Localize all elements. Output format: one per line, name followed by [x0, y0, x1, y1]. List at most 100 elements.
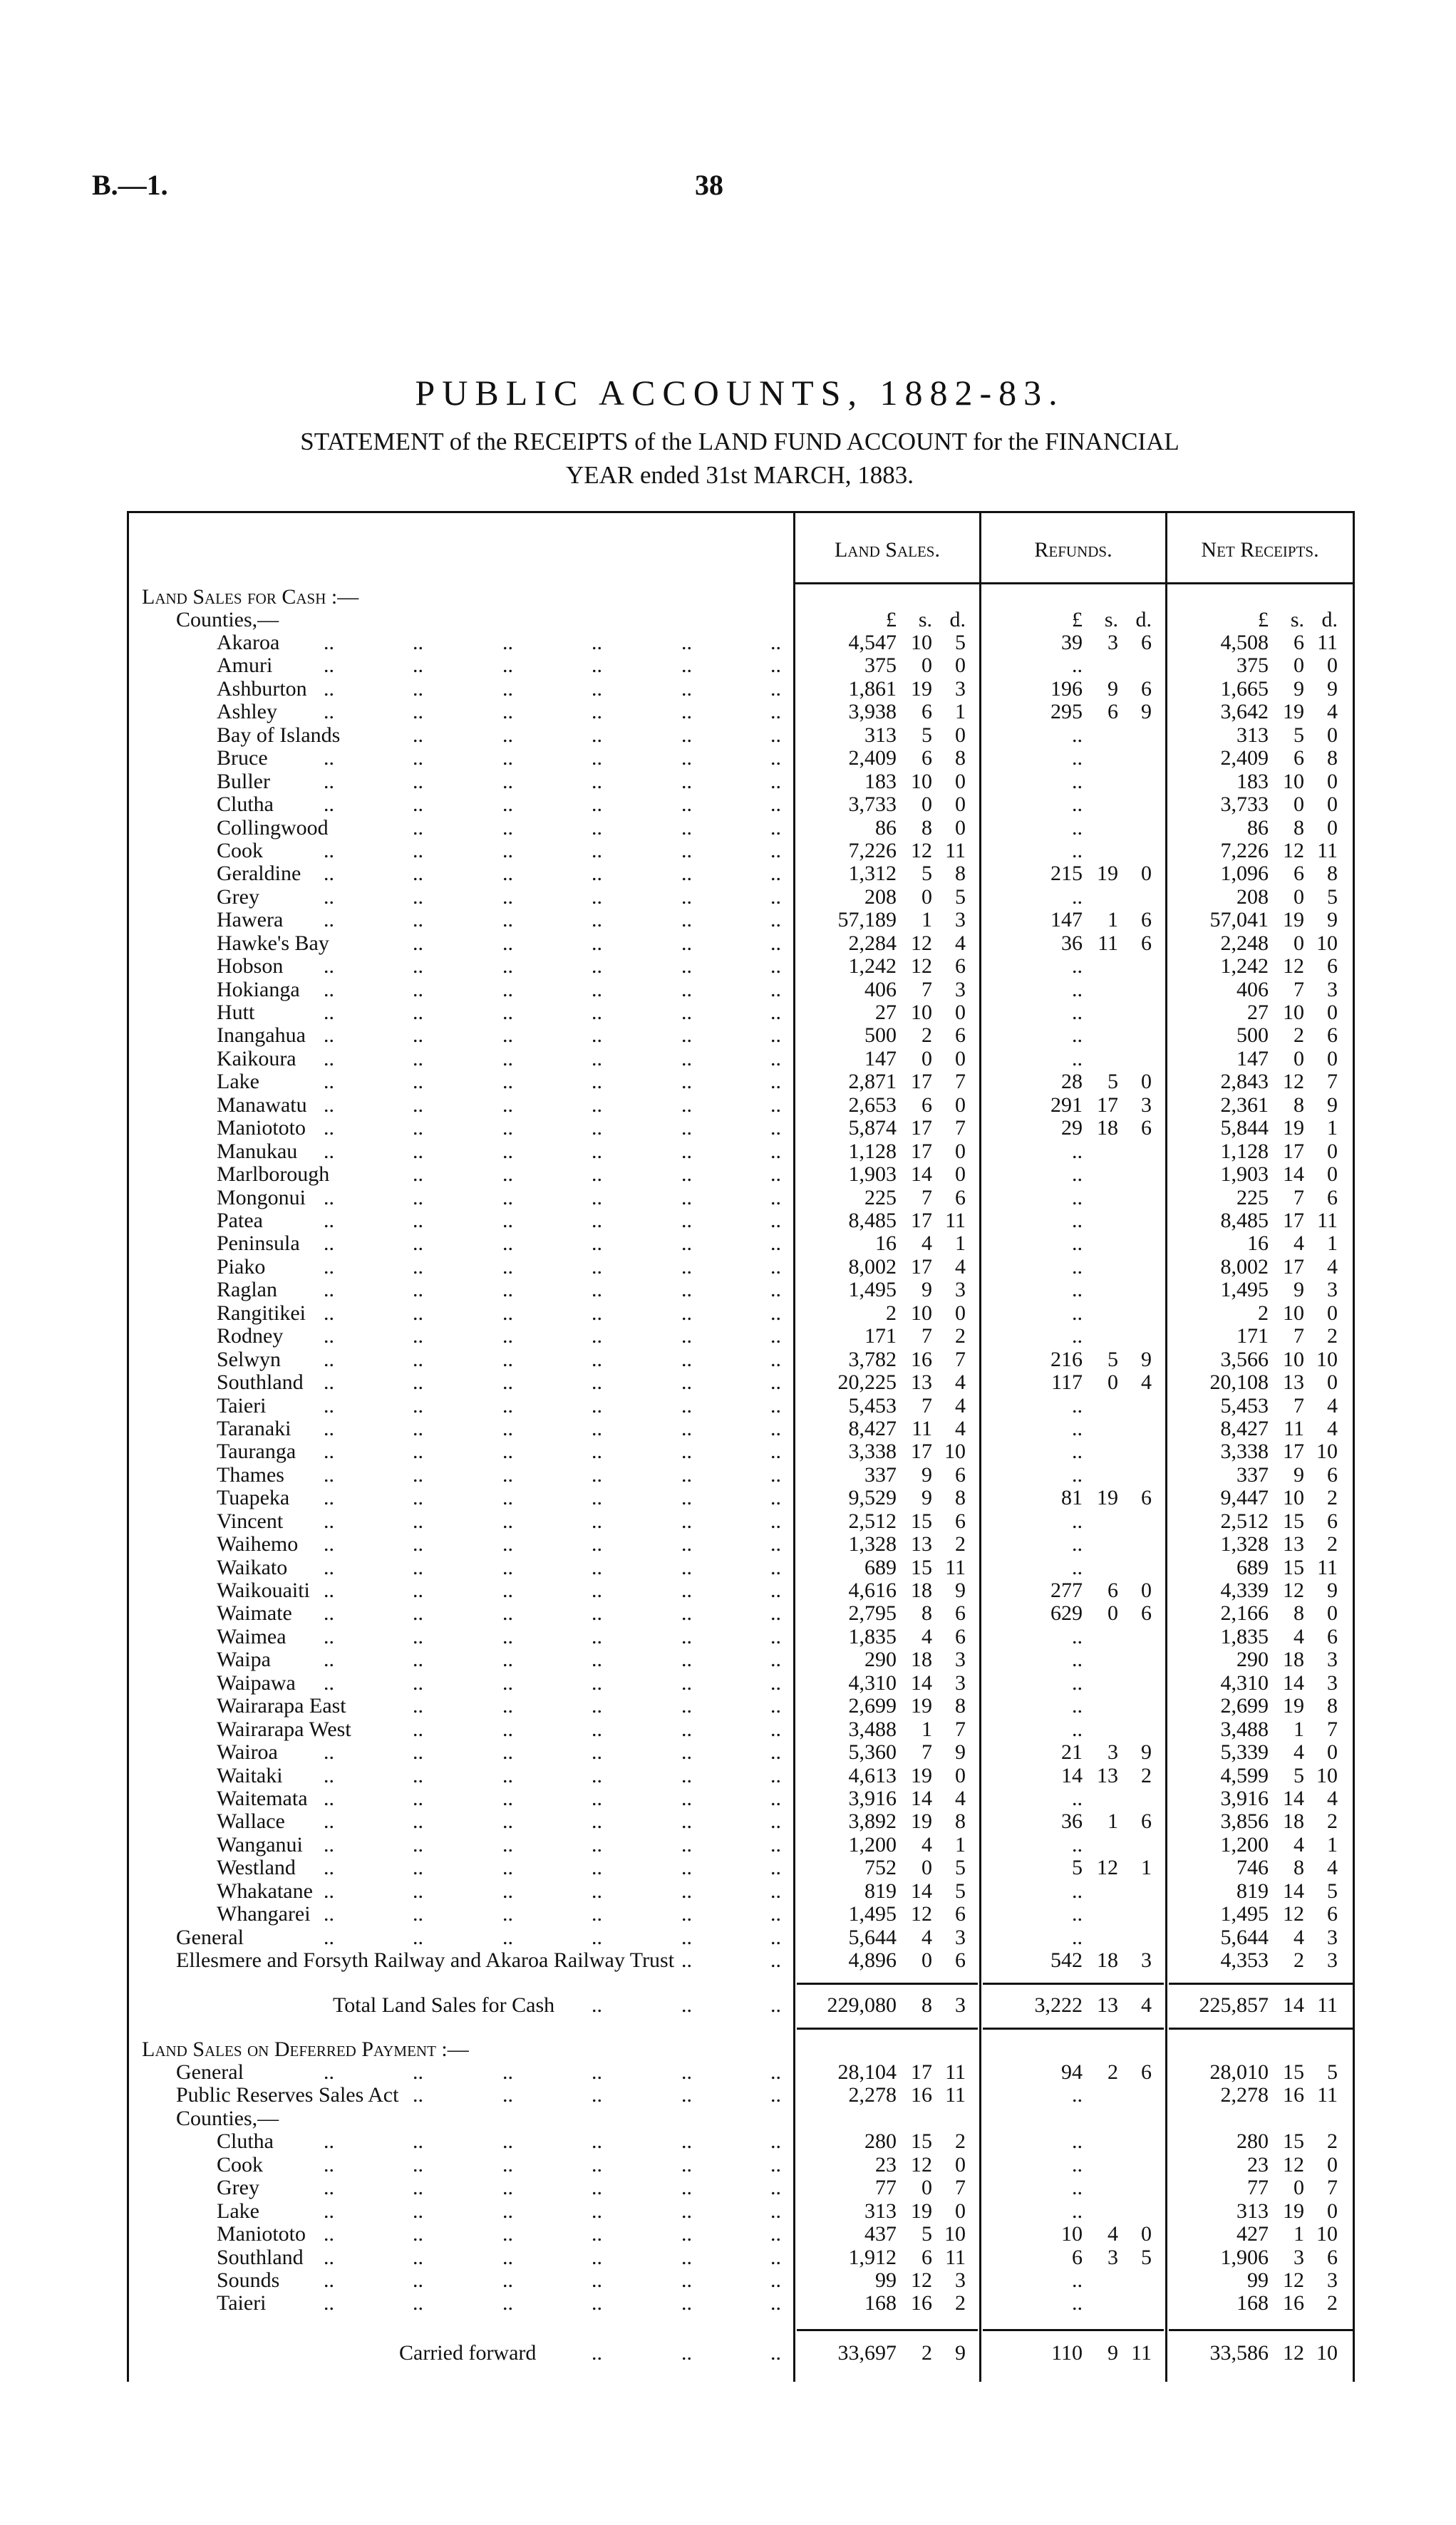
dot-leader: .. — [681, 862, 692, 886]
subtotal-rule — [983, 2028, 1164, 2030]
net-pounds-cell: 57,041 — [1209, 908, 1269, 932]
refund-pence-cell: 11 — [1131, 2341, 1152, 2365]
land-pence-cell: 0 — [955, 1046, 966, 1070]
dot-leader: .. — [681, 723, 692, 747]
dot-leader: .. — [324, 1832, 334, 1857]
land-shillings-cell: 18 — [911, 1648, 932, 1672]
dot-leader: .. — [592, 2083, 602, 2107]
dot-leader: .. — [592, 1555, 602, 1579]
dot-leader: .. — [413, 1925, 423, 1949]
dot-leader: .. — [681, 1278, 692, 1302]
dot-leader: .. — [592, 1139, 602, 1163]
table-row-label: Grey — [217, 884, 259, 909]
table-row-label: Piako — [217, 1254, 266, 1279]
dot-leader: .. — [592, 1440, 602, 1464]
refund-shillings-cell: 2 — [1108, 2060, 1118, 2084]
dot-leader: .. — [324, 1139, 334, 1163]
dot-leader: .. — [502, 1787, 513, 1810]
land-pence-cell: 8 — [955, 1809, 966, 1834]
dot-leader: .. — [592, 1532, 602, 1556]
net-pence-cell: 3 — [1327, 2268, 1338, 2292]
dot-leader: .. — [681, 1070, 692, 1094]
dot-leader: .. — [324, 631, 334, 654]
dot-leader: .. — [770, 2152, 781, 2177]
land-pence-cell: 4 — [955, 1787, 966, 1810]
table-row-label: Hawera — [217, 908, 284, 932]
table-row-label: Taranaki — [217, 1416, 291, 1440]
land-pence-cell: 6 — [955, 1948, 966, 1973]
dot-leader: .. — [502, 838, 513, 862]
dot-leader: .. — [592, 1763, 602, 1787]
net-pounds-cell: 3,566 — [1220, 1347, 1269, 1371]
land-shillings-cell: 4 — [921, 1624, 932, 1648]
dot-leader: .. — [413, 1856, 423, 1880]
refund-pounds-cell: 39 — [1061, 631, 1083, 654]
refund-pounds-cell: .. — [1072, 1925, 1083, 1949]
dot-leader: .. — [681, 1370, 692, 1395]
net-pounds-cell: 4,339 — [1220, 1579, 1269, 1603]
currency-unit-header: d. — [949, 608, 966, 631]
dot-leader: .. — [770, 2083, 781, 2107]
land-pounds-cell: 2,512 — [848, 1509, 897, 1533]
net-pounds-cell: 225 — [1236, 1185, 1269, 1209]
refund-pounds-cell: 215 — [1050, 862, 1083, 886]
net-shillings-cell: 6 — [1294, 862, 1304, 886]
dot-leader: .. — [770, 1393, 781, 1418]
net-pence-cell: 9 — [1327, 1579, 1338, 1603]
land-pence-cell: 8 — [955, 1694, 966, 1718]
dot-leader: .. — [324, 1462, 334, 1487]
net-shillings-cell: 13 — [1283, 1532, 1304, 1556]
refund-pounds-cell: .. — [1072, 838, 1083, 862]
dot-leader: .. — [413, 884, 423, 909]
land-pence-cell: 0 — [955, 1093, 966, 1117]
net-pence-cell: 3 — [1327, 1648, 1338, 1672]
refund-pounds-cell: .. — [1072, 792, 1083, 817]
land-pence-cell: 11 — [945, 1555, 966, 1579]
table-row-label: Tuapeka — [217, 1486, 290, 1510]
table-row-label: Grey — [217, 2176, 259, 2200]
dot-leader: .. — [592, 1832, 602, 1857]
land-pence-cell: 8 — [955, 746, 966, 770]
dot-leader: .. — [324, 1486, 334, 1510]
dot-leader: .. — [592, 1093, 602, 1117]
table-row-label: Maniototo — [217, 1116, 306, 1140]
table-row-label: Wairarapa East — [217, 1694, 346, 1718]
refund-pence-cell: 6 — [1141, 1601, 1152, 1626]
dot-leader: .. — [413, 1162, 423, 1187]
dot-leader: .. — [413, 1624, 423, 1648]
land-pounds-cell: 4,613 — [848, 1763, 897, 1787]
net-pence-cell: 3 — [1327, 1925, 1338, 1949]
land-pounds-cell: 77 — [875, 2176, 897, 2200]
dot-leader: .. — [770, 769, 781, 793]
net-pence-cell: 0 — [1327, 654, 1338, 678]
net-shillings-cell: 16 — [1283, 2083, 1304, 2107]
land-pence-cell: 4 — [955, 1254, 966, 1279]
dot-leader: .. — [770, 1832, 781, 1857]
net-pence-cell: 11 — [1317, 2083, 1338, 2107]
dot-leader: .. — [770, 1324, 781, 1348]
land-shillings-cell: 6 — [921, 2245, 932, 2269]
dot-leader: .. — [413, 1879, 423, 1903]
refund-pounds-cell: 36 — [1061, 931, 1083, 955]
dot-leader: .. — [681, 792, 692, 817]
dot-leader: .. — [324, 2129, 334, 2154]
land-pounds-cell: 16 — [875, 1231, 897, 1256]
net-pounds-cell: 3,642 — [1220, 700, 1269, 724]
net-pounds-cell: 77 — [1247, 2176, 1269, 2200]
net-pounds-cell: 99 — [1247, 2268, 1269, 2292]
net-pence-cell: 9 — [1327, 676, 1338, 701]
dot-leader: .. — [681, 2268, 692, 2292]
dot-leader: .. — [413, 931, 423, 955]
land-pence-cell: 2 — [955, 1532, 966, 1556]
table-row-label: Thames — [217, 1462, 284, 1487]
dot-leader: .. — [681, 1856, 692, 1880]
net-shillings-cell: 13 — [1283, 1370, 1304, 1395]
dot-leader: .. — [413, 1440, 423, 1464]
net-pence-cell: 0 — [1327, 1162, 1338, 1187]
dot-leader: .. — [770, 2341, 781, 2365]
total-row-label: Total Land Sales for Cash — [333, 1993, 555, 2017]
net-pounds-cell: 4,310 — [1220, 1671, 1269, 1695]
dot-leader: .. — [770, 1902, 781, 1926]
net-pounds-cell: 4,599 — [1220, 1763, 1269, 1787]
dot-leader: .. — [502, 977, 513, 1001]
